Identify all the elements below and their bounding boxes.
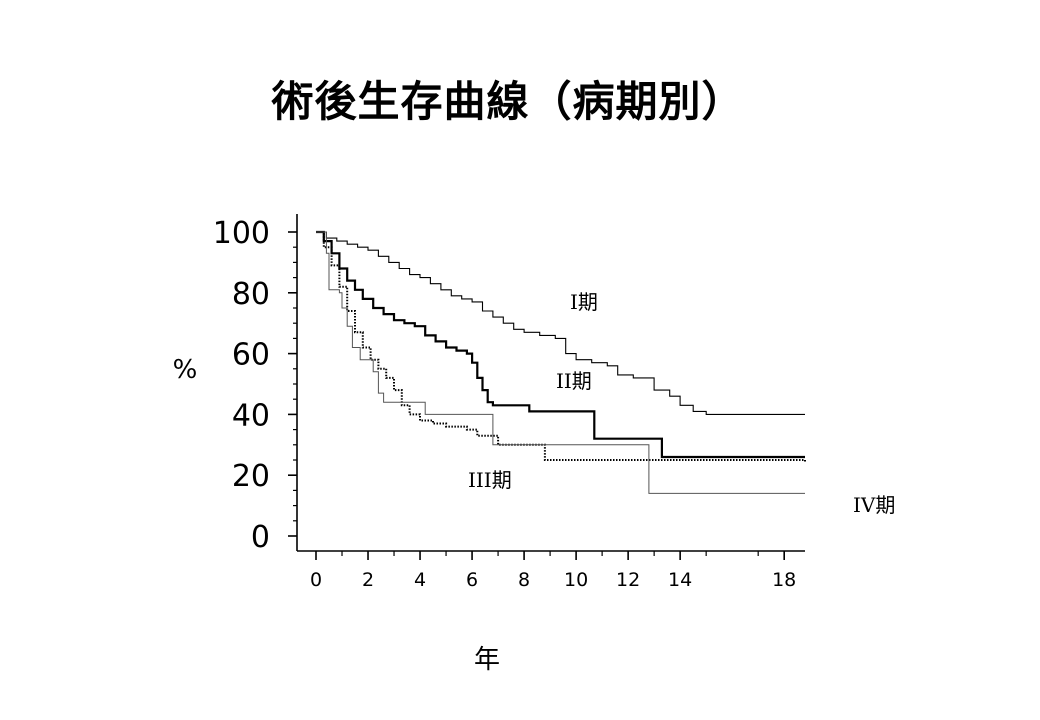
x-tick-label: 4 (414, 569, 426, 591)
x-tick-label: 6 (466, 569, 478, 591)
y-tick-label: 20 (232, 459, 270, 494)
y-axis-label: % (173, 355, 198, 385)
series-group (316, 230, 806, 494)
x-tick-label: 8 (518, 569, 530, 591)
series-line-1 (316, 231, 805, 415)
y-tick-label: 40 (232, 398, 270, 433)
series-line-3 (316, 231, 806, 463)
y-tick-label: 80 (232, 277, 270, 312)
x-tick-label: 10 (564, 569, 588, 591)
axes (296, 214, 805, 552)
series-label-1: I期 (570, 290, 598, 314)
x-tick-label: 2 (362, 569, 374, 591)
series-label-3: III期 (468, 468, 512, 492)
series-line-4 (316, 231, 805, 494)
series-line-2 (316, 230, 805, 459)
y-tick-label: 60 (232, 338, 270, 373)
x-tick-label: 18 (772, 569, 796, 591)
series-label-4: IV期 (853, 493, 895, 517)
ticks: 0 20 40 60 80 100 0 2 4 6 8 10 12 14 18 (213, 216, 797, 591)
labels-group: % 年 I期 II期 III期 IV期 (173, 290, 896, 675)
x-axis-label: 年 (474, 645, 500, 675)
series-label-2: II期 (556, 369, 592, 393)
y-tick-label: 100 (213, 216, 270, 251)
x-tick-label: 12 (616, 569, 640, 591)
x-tick-label: 0 (310, 569, 322, 591)
chart-title: 術後生存曲線（病期別） (271, 77, 745, 126)
x-tick-label: 14 (668, 569, 692, 591)
y-tick-label: 0 (251, 520, 270, 555)
